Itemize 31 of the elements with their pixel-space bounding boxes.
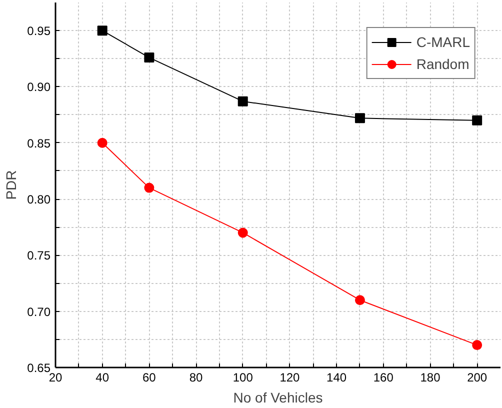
y-tick-label: 0.95 — [27, 24, 51, 38]
legend-label: C-MARL — [416, 34, 470, 50]
y-tick-label: 0.75 — [27, 248, 51, 263]
point — [238, 228, 248, 238]
x-axis-title: No of Vehicles — [233, 390, 323, 406]
y-tick-label: 0.65 — [27, 361, 51, 375]
point — [97, 26, 108, 36]
y-tick-label: 0.70 — [27, 304, 51, 319]
x-tick-label: 100 — [232, 370, 254, 384]
point — [472, 115, 482, 126]
x-tick-label: 200 — [467, 370, 488, 384]
x-tick-label: 140 — [326, 370, 347, 384]
x-tick-label: 40 — [96, 370, 110, 384]
point — [144, 52, 154, 63]
point — [354, 295, 365, 306]
point — [97, 138, 108, 148]
x-tick-label: 20 — [48, 370, 62, 384]
x-tick-label: 160 — [373, 370, 394, 384]
y-tick-label: 0.90 — [27, 80, 51, 94]
x-tick-label: 80 — [189, 370, 204, 384]
y-tick-label: 0.80 — [27, 192, 51, 207]
legend-label: Random — [416, 56, 470, 72]
y-tick-label: 0.85 — [27, 136, 51, 150]
x-tick-label: 60 — [142, 370, 156, 384]
point — [238, 96, 248, 106]
y-axis-title: PDR — [3, 170, 20, 200]
point — [472, 340, 482, 350]
x-tick-label: 180 — [420, 370, 441, 384]
x-tick-label: 120 — [280, 370, 300, 384]
point — [354, 113, 365, 124]
point — [144, 182, 154, 193]
